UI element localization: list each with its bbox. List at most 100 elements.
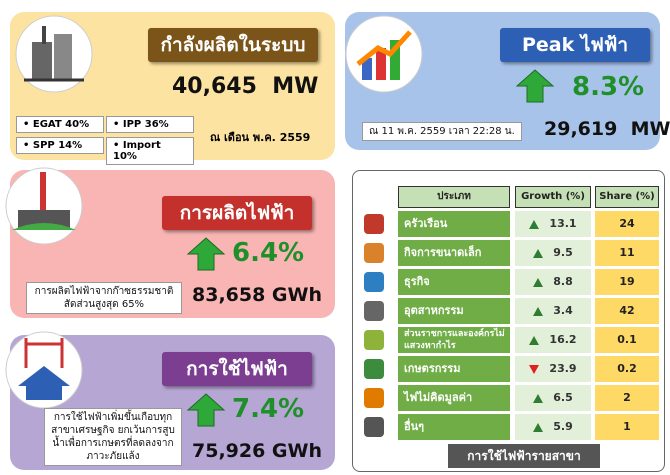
up-marker (533, 423, 543, 432)
growth-icon (344, 14, 424, 94)
sector-cell-text: กิจการขนาดเล็ก (404, 247, 481, 259)
sector-cell-text: อื่นๆ (404, 421, 424, 433)
sector-cell: ส่วนราชการและองค์กรไม่แสวงหากำไร (398, 327, 510, 353)
row-icon (364, 272, 384, 292)
share-cell: 42 (595, 298, 659, 324)
share-cell: 24 (595, 211, 659, 237)
factory-icon (4, 166, 84, 246)
down-marker (529, 365, 539, 374)
share-cell-text: 2 (623, 392, 631, 404)
share-cell: 19 (595, 269, 659, 295)
growth-text: 3.4 (553, 305, 573, 317)
value: 40,645 (172, 74, 257, 99)
sector-cell: ไฟไม่คิดมูลค่า (398, 385, 510, 411)
sector-cell: ธุรกิจ (398, 269, 510, 295)
sector-cell-text: ธุรกิจ (404, 276, 430, 288)
row-icon (364, 330, 384, 350)
growth-cell: 23.9 (515, 356, 591, 382)
growth-text: 8.8 (553, 276, 573, 288)
generation-note: การผลิตไฟฟ้าจากก๊าซธรรมชาติ สัดส่วนสูงสุ… (26, 282, 182, 314)
header-cell: Share (%) (595, 186, 659, 208)
share-cell-text: 1 (623, 421, 631, 433)
share-cell: 0.1 (595, 327, 659, 353)
plant-icon (14, 14, 94, 94)
sector-cell-text: อุตสาหกรรม (404, 305, 464, 317)
share-cell: 1 (595, 414, 659, 440)
share-cell: 11 (595, 240, 659, 266)
share: IPP 36% (123, 119, 169, 130)
row-icon (364, 359, 384, 379)
share: Import 10% (113, 140, 161, 162)
unit: MW (272, 74, 318, 99)
share-tag: • EGAT 40% (16, 116, 104, 133)
sector-cell-text: ครัวเรือน (404, 218, 447, 230)
growth-cell: 9.5 (515, 240, 591, 266)
consumption-note: การใช้ไฟฟ้าเพิ่มขึ้นเกือบทุกสาขาเศรษฐกิจ… (44, 408, 182, 466)
row-icon (364, 214, 384, 234)
header-cell: Growth (%) (515, 186, 591, 208)
peak-growth: 8.3% (572, 72, 644, 102)
growth-text: 23.9 (549, 363, 576, 375)
up-marker (529, 220, 539, 229)
growth-text: 9.5 (553, 247, 573, 259)
peak-value: 29,619 MW (544, 118, 670, 140)
share-cell: 0.2 (595, 356, 659, 382)
generation-value: 83,658 GWh (192, 284, 322, 306)
share-cell-text: 24 (619, 218, 634, 230)
row-icon (364, 388, 384, 408)
share-tag: • IPP 36% (106, 116, 194, 133)
capacity-note: ณ เดือน พ.ค. 2559 (210, 128, 310, 146)
growth-cell: 3.4 (515, 298, 591, 324)
capacity-title: กำลังผลิตในระบบ (148, 28, 318, 62)
header-cell-text: Growth (%) (521, 191, 585, 203)
up-arrow (186, 392, 226, 428)
up-marker (529, 336, 539, 345)
sector-cell: ครัวเรือน (398, 211, 510, 237)
row-icon (364, 243, 384, 263)
share-cell-text: 19 (619, 276, 634, 288)
growth-text: 13.1 (549, 218, 576, 230)
generation-title: การผลิตไฟฟ้า (162, 196, 312, 230)
growth-cell: 5.9 (515, 414, 591, 440)
growth-cell: 8.8 (515, 269, 591, 295)
header-cell: ประเภท (398, 186, 510, 208)
growth-cell: 16.2 (515, 327, 591, 353)
share-cell-text: 0.2 (617, 363, 637, 375)
sector-cell-text: เกษตรกรรม (404, 363, 460, 375)
dashboard: กำลังผลิตในระบบ 40,645 MW • EGAT 40% • I… (0, 0, 670, 475)
sector-cell: เกษตรกรรม (398, 356, 510, 382)
share: SPP 14% (33, 140, 82, 151)
share-cell-text: 42 (619, 305, 634, 317)
consumption-growth: 7.4% (232, 394, 304, 424)
unit: MW (631, 118, 670, 140)
sector-cell-text: ส่วนราชการและองค์กรไม่แสวงหากำไร (404, 328, 510, 352)
share-cell-text: 11 (619, 247, 634, 259)
value: 29,619 (544, 118, 617, 140)
consumption-title: การใช้ไฟฟ้า (162, 352, 312, 386)
header-cell-text: ประเภท (437, 191, 471, 203)
header-cell-text: Share (%) (599, 191, 654, 203)
peak-title: Peak ไฟฟ้า (500, 28, 650, 62)
up-marker (533, 249, 543, 258)
up-marker (533, 307, 543, 316)
sector-cell: อุตสาหกรรม (398, 298, 510, 324)
share-cell: 2 (595, 385, 659, 411)
peak-note: ณ 11 พ.ค. 2559 เวลา 22:28 น. (362, 122, 522, 141)
capacity-value: 40,645 MW (172, 74, 318, 99)
share: EGAT 40% (33, 119, 89, 130)
growth-text: 16.2 (549, 334, 576, 346)
consumption-value: 75,926 GWh (192, 440, 322, 462)
row-icon (364, 417, 384, 437)
up-arrow (515, 68, 555, 104)
generation-growth: 6.4% (232, 238, 304, 268)
growth-text: 5.9 (553, 421, 573, 433)
sector-cell: กิจการขนาดเล็ก (398, 240, 510, 266)
table-title: การใช้ไฟฟ้ารายสาขา (448, 444, 600, 468)
growth-cell: 6.5 (515, 385, 591, 411)
row-icon (364, 301, 384, 321)
share-tag: • Import 10% (106, 137, 194, 165)
up-marker (533, 394, 543, 403)
share-cell-text: 0.1 (617, 334, 637, 346)
up-arrow (186, 236, 226, 272)
growth-text: 6.5 (553, 392, 573, 404)
